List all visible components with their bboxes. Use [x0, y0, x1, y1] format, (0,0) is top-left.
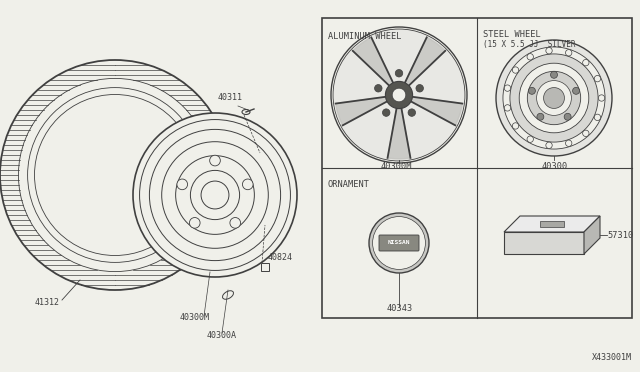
Circle shape [243, 179, 253, 190]
Bar [504, 232, 584, 254]
Circle shape [369, 213, 429, 273]
Polygon shape [410, 97, 462, 125]
Text: 40300A: 40300A [207, 331, 237, 340]
Circle shape [513, 123, 518, 129]
Circle shape [529, 87, 536, 94]
Circle shape [543, 87, 564, 109]
Circle shape [536, 81, 572, 115]
Circle shape [374, 84, 382, 92]
Ellipse shape [242, 109, 250, 115]
Circle shape [372, 217, 426, 269]
Circle shape [504, 105, 511, 111]
Circle shape [133, 113, 297, 277]
Circle shape [177, 179, 188, 190]
Text: ORNAMENT: ORNAMENT [328, 180, 370, 189]
Circle shape [230, 218, 241, 228]
FancyBboxPatch shape [379, 235, 419, 251]
Bar [540, 221, 564, 227]
Circle shape [519, 63, 589, 133]
Text: NISSAN: NISSAN [388, 241, 410, 246]
Text: ALUMINUM WHEEL: ALUMINUM WHEEL [328, 32, 401, 41]
Text: STEEL WHEEL: STEEL WHEEL [483, 30, 541, 39]
Circle shape [546, 142, 552, 148]
Circle shape [210, 155, 220, 166]
Bar [322, 18, 632, 318]
Circle shape [513, 67, 518, 73]
Circle shape [527, 136, 533, 142]
Circle shape [566, 140, 572, 147]
Circle shape [595, 114, 600, 121]
Circle shape [503, 47, 605, 149]
Circle shape [189, 218, 200, 228]
Text: 40300M: 40300M [180, 313, 210, 322]
Circle shape [392, 88, 406, 102]
Circle shape [573, 87, 580, 94]
Circle shape [582, 130, 589, 137]
Text: 40343: 40343 [387, 304, 413, 313]
Circle shape [550, 71, 557, 78]
Circle shape [527, 54, 533, 60]
Text: 40300: 40300 [542, 162, 568, 171]
Text: 40300M: 40300M [381, 162, 413, 171]
Circle shape [566, 49, 572, 56]
Circle shape [598, 95, 605, 101]
Ellipse shape [223, 291, 234, 299]
Circle shape [416, 84, 424, 92]
Circle shape [564, 113, 571, 120]
Polygon shape [335, 97, 388, 125]
Circle shape [331, 27, 467, 163]
Bar [261, 263, 269, 271]
Circle shape [408, 109, 415, 116]
Circle shape [527, 71, 580, 125]
Polygon shape [388, 107, 410, 159]
Text: X433001M: X433001M [592, 353, 632, 362]
Circle shape [383, 109, 390, 116]
Polygon shape [404, 38, 445, 87]
Text: 41312: 41312 [35, 298, 60, 307]
Circle shape [504, 85, 511, 91]
Text: 40824: 40824 [268, 253, 293, 262]
Text: 40311: 40311 [218, 93, 243, 102]
Circle shape [396, 70, 403, 77]
Text: 57310: 57310 [607, 231, 633, 240]
Circle shape [537, 113, 544, 120]
Circle shape [510, 54, 598, 142]
Circle shape [385, 81, 413, 109]
Text: (15 X 5.5 JJ  SILVER: (15 X 5.5 JJ SILVER [483, 40, 575, 49]
Circle shape [582, 60, 589, 66]
Circle shape [333, 29, 465, 161]
Polygon shape [504, 216, 600, 232]
Polygon shape [353, 38, 394, 87]
Polygon shape [584, 216, 600, 254]
Circle shape [595, 76, 600, 82]
Circle shape [546, 48, 552, 54]
Circle shape [496, 40, 612, 156]
